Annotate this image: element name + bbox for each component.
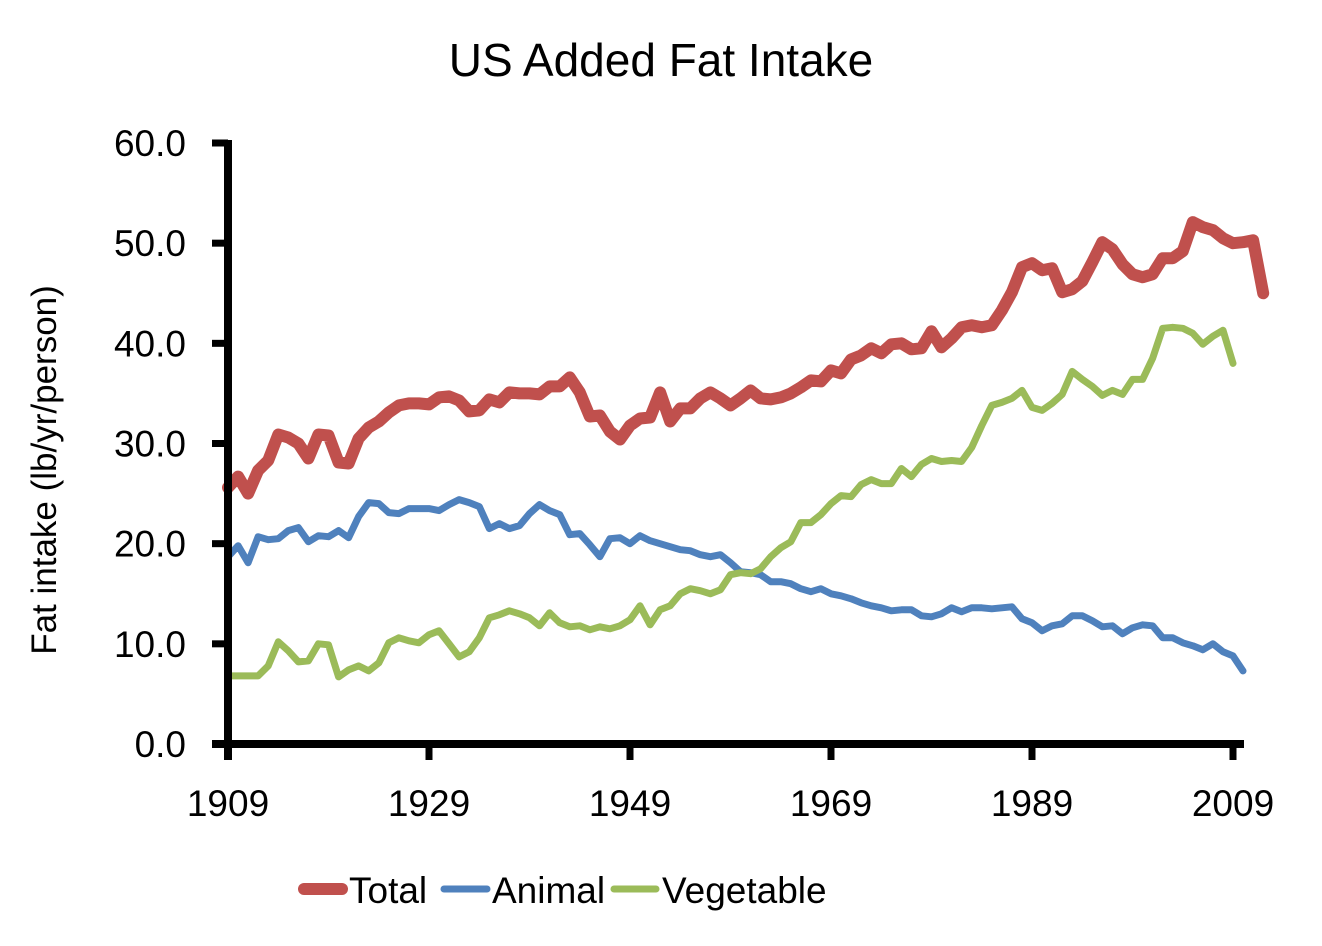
legend: Total Animal Vegetable — [298, 870, 827, 911]
legend-item-animal: Animal — [440, 870, 605, 911]
legend-label-animal: Animal — [492, 870, 605, 911]
y-tick-label: 40.0 — [114, 323, 186, 364]
legend-item-total: Total — [298, 870, 427, 911]
series-line-vegetable — [224, 323, 1237, 681]
x-tick-label: 2009 — [1192, 783, 1274, 824]
y-tick-label: 50.0 — [114, 223, 186, 264]
series-line-animal — [224, 496, 1247, 675]
y-axis-label: Fat intake (lb/yr/person) — [25, 285, 64, 655]
chart-title: US Added Fat Intake — [449, 34, 874, 86]
y-tick-label: 0.0 — [135, 724, 186, 765]
y-ticks: 0.0 10.0 20.0 30.0 40.0 50.0 60.0 — [114, 123, 228, 765]
x-tick-label: 1949 — [589, 783, 671, 824]
legend-label-total: Total — [349, 870, 427, 911]
x-tick-label: 1929 — [388, 783, 470, 824]
legend-item-vegetable: Vegetable — [610, 870, 827, 911]
x-ticks: 1909 1929 1949 1969 1989 2009 — [187, 744, 1274, 824]
legend-label-vegetable: Vegetable — [662, 870, 827, 911]
y-tick-label: 30.0 — [114, 424, 186, 465]
y-tick-label: 60.0 — [114, 123, 186, 164]
x-tick-label: 1989 — [991, 783, 1073, 824]
axes: 0.0 10.0 20.0 30.0 40.0 50.0 60.0 1909 1929 1949… — [114, 123, 1274, 824]
series-line-total — [222, 216, 1270, 500]
y-tick-label: 10.0 — [114, 624, 186, 665]
y-tick-label: 20.0 — [114, 524, 186, 565]
series-layer — [222, 216, 1270, 681]
x-tick-label: 1909 — [187, 783, 269, 824]
x-tick-label: 1969 — [790, 783, 872, 824]
